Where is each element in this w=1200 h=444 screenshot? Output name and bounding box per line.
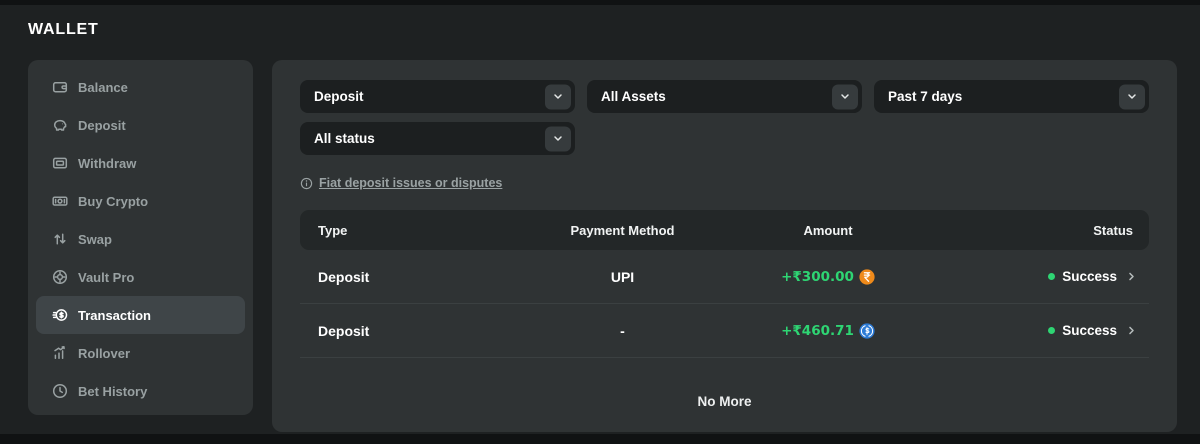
- row-amount: +₹460.71: [765, 323, 891, 339]
- vault-dial-icon: [52, 269, 68, 285]
- chevron-right-icon[interactable]: [1126, 271, 1137, 282]
- row-payment-method: UPI: [610, 268, 635, 285]
- sidebar-item-withdraw[interactable]: Withdraw: [36, 144, 245, 182]
- table-body: Deposit UPI +₹300.00 Success Deposit - +₹460.7…: [300, 250, 1149, 358]
- chevron-down-icon[interactable]: [1119, 84, 1145, 109]
- no-more-label: No More: [697, 394, 752, 409]
- sidebar-item-label: Balance: [78, 79, 128, 95]
- transaction-row[interactable]: Deposit UPI +₹300.00 Success: [300, 250, 1149, 304]
- header-status: Status: [1093, 222, 1133, 238]
- transaction-panel: Deposit All Assets Past 7 days All statu…: [272, 60, 1177, 432]
- row-type: Deposit: [318, 268, 370, 285]
- transactions-table: Type Payment Method Amount Status Deposi…: [300, 210, 1149, 409]
- wallet-sidebar: Balance Deposit Withdraw Buy Crypto Swap Vaul…: [28, 60, 253, 415]
- transaction-row[interactable]: Deposit - +₹460.71 Success: [300, 304, 1149, 358]
- top-edge-strip: [0, 0, 1200, 5]
- row-amount: +₹300.00: [765, 269, 891, 285]
- usdc-coin-icon: [859, 322, 875, 339]
- inr-coin-icon: [859, 268, 875, 285]
- status-label: Success: [1062, 323, 1117, 338]
- sidebar-item-balance[interactable]: Balance: [36, 68, 245, 106]
- sidebar-item-deposit[interactable]: Deposit: [36, 106, 245, 144]
- sidebar-item-buy-crypto[interactable]: Buy Crypto: [36, 182, 245, 220]
- chevron-down-icon[interactable]: [545, 126, 571, 151]
- sidebar-item-label: Swap: [78, 231, 112, 247]
- chevron-right-icon[interactable]: [1126, 325, 1137, 336]
- transaction-type-dropdown[interactable]: Deposit: [300, 80, 575, 113]
- sidebar-item-label: Transaction: [78, 307, 151, 323]
- swap-arrows-icon: [52, 231, 68, 247]
- sidebar-item-label: Vault Pro: [78, 269, 135, 285]
- chevron-down-icon[interactable]: [832, 84, 858, 109]
- row-status: Success: [891, 323, 1149, 338]
- wallet-icon: [52, 79, 68, 95]
- status-dropdown[interactable]: All status: [300, 122, 575, 155]
- sidebar-item-label: Rollover: [78, 345, 131, 361]
- table-header-row: Type Payment Method Amount Status: [300, 210, 1149, 250]
- row-payment-method: -: [620, 322, 625, 339]
- sidebar-item-vault-pro[interactable]: Vault Pro: [36, 258, 245, 296]
- fiat-dispute-link[interactable]: Fiat deposit issues or disputes: [300, 176, 502, 190]
- row-type: Deposit: [318, 322, 370, 339]
- sidebar-item-label: Buy Crypto: [78, 193, 149, 209]
- success-dot-icon: [1048, 273, 1056, 280]
- transaction-type-value: Deposit: [314, 89, 364, 104]
- row-status: Success: [891, 269, 1149, 284]
- success-dot-icon: [1048, 327, 1056, 334]
- amount-value: +₹300.00: [781, 268, 854, 285]
- header-type: Type: [318, 222, 348, 238]
- history-clock-icon: [52, 383, 68, 399]
- status-label: Success: [1062, 269, 1117, 284]
- banknote-icon: [52, 193, 68, 209]
- sidebar-item-swap[interactable]: Swap: [36, 220, 245, 258]
- period-dropdown[interactable]: Past 7 days: [874, 80, 1149, 113]
- page-title: WALLET: [28, 21, 99, 38]
- chevron-down-icon[interactable]: [545, 84, 571, 109]
- sidebar-item-label: Withdraw: [78, 155, 137, 171]
- amount-value: +₹460.71: [781, 322, 854, 339]
- sidebar-item-label: Deposit: [78, 117, 126, 133]
- header-amount: Amount: [803, 222, 853, 238]
- asset-dropdown[interactable]: All Assets: [587, 80, 862, 113]
- sidebar-item-bet-history[interactable]: Bet History: [36, 372, 245, 410]
- transaction-coin-icon: [52, 307, 68, 323]
- fiat-dispute-link-label[interactable]: Fiat deposit issues or disputes: [319, 176, 503, 190]
- piggy-bank-icon: [52, 117, 68, 133]
- withdraw-note-icon: [52, 155, 68, 171]
- sidebar-item-transaction[interactable]: Transaction: [36, 296, 245, 334]
- info-icon: [300, 177, 313, 190]
- period-value: Past 7 days: [888, 89, 963, 104]
- rollover-chart-icon: [52, 345, 68, 361]
- status-value: All status: [314, 131, 375, 146]
- sidebar-item-label: Bet History: [78, 383, 148, 399]
- header-payment-method: Payment Method: [570, 222, 675, 238]
- asset-value: All Assets: [601, 89, 666, 104]
- sidebar-item-rollover[interactable]: Rollover: [36, 334, 245, 372]
- bottom-edge-strip: [0, 434, 1200, 444]
